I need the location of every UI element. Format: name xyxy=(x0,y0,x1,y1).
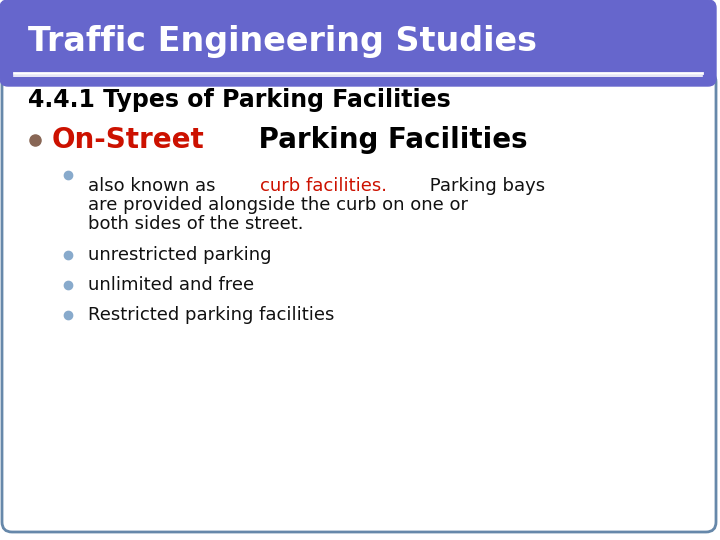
FancyBboxPatch shape xyxy=(2,72,716,532)
Text: curb facilities.: curb facilities. xyxy=(260,177,387,195)
Text: Restricted parking facilities: Restricted parking facilities xyxy=(88,306,334,324)
Text: On-Street: On-Street xyxy=(52,126,204,154)
Text: are provided alongside the curb on one or: are provided alongside the curb on one o… xyxy=(88,196,468,214)
Text: both sides of the street.: both sides of the street. xyxy=(88,215,304,233)
Text: unlimited and free: unlimited and free xyxy=(88,276,254,294)
Text: Parking Facilities: Parking Facilities xyxy=(249,126,528,154)
Text: also known as: also known as xyxy=(88,177,221,195)
FancyBboxPatch shape xyxy=(0,0,716,86)
Text: Traffic Engineering Studies: Traffic Engineering Studies xyxy=(28,25,537,58)
Text: Parking bays: Parking bays xyxy=(424,177,545,195)
Text: 4.4.1 Types of Parking Facilities: 4.4.1 Types of Parking Facilities xyxy=(28,88,451,112)
Text: unrestricted parking: unrestricted parking xyxy=(88,246,271,264)
